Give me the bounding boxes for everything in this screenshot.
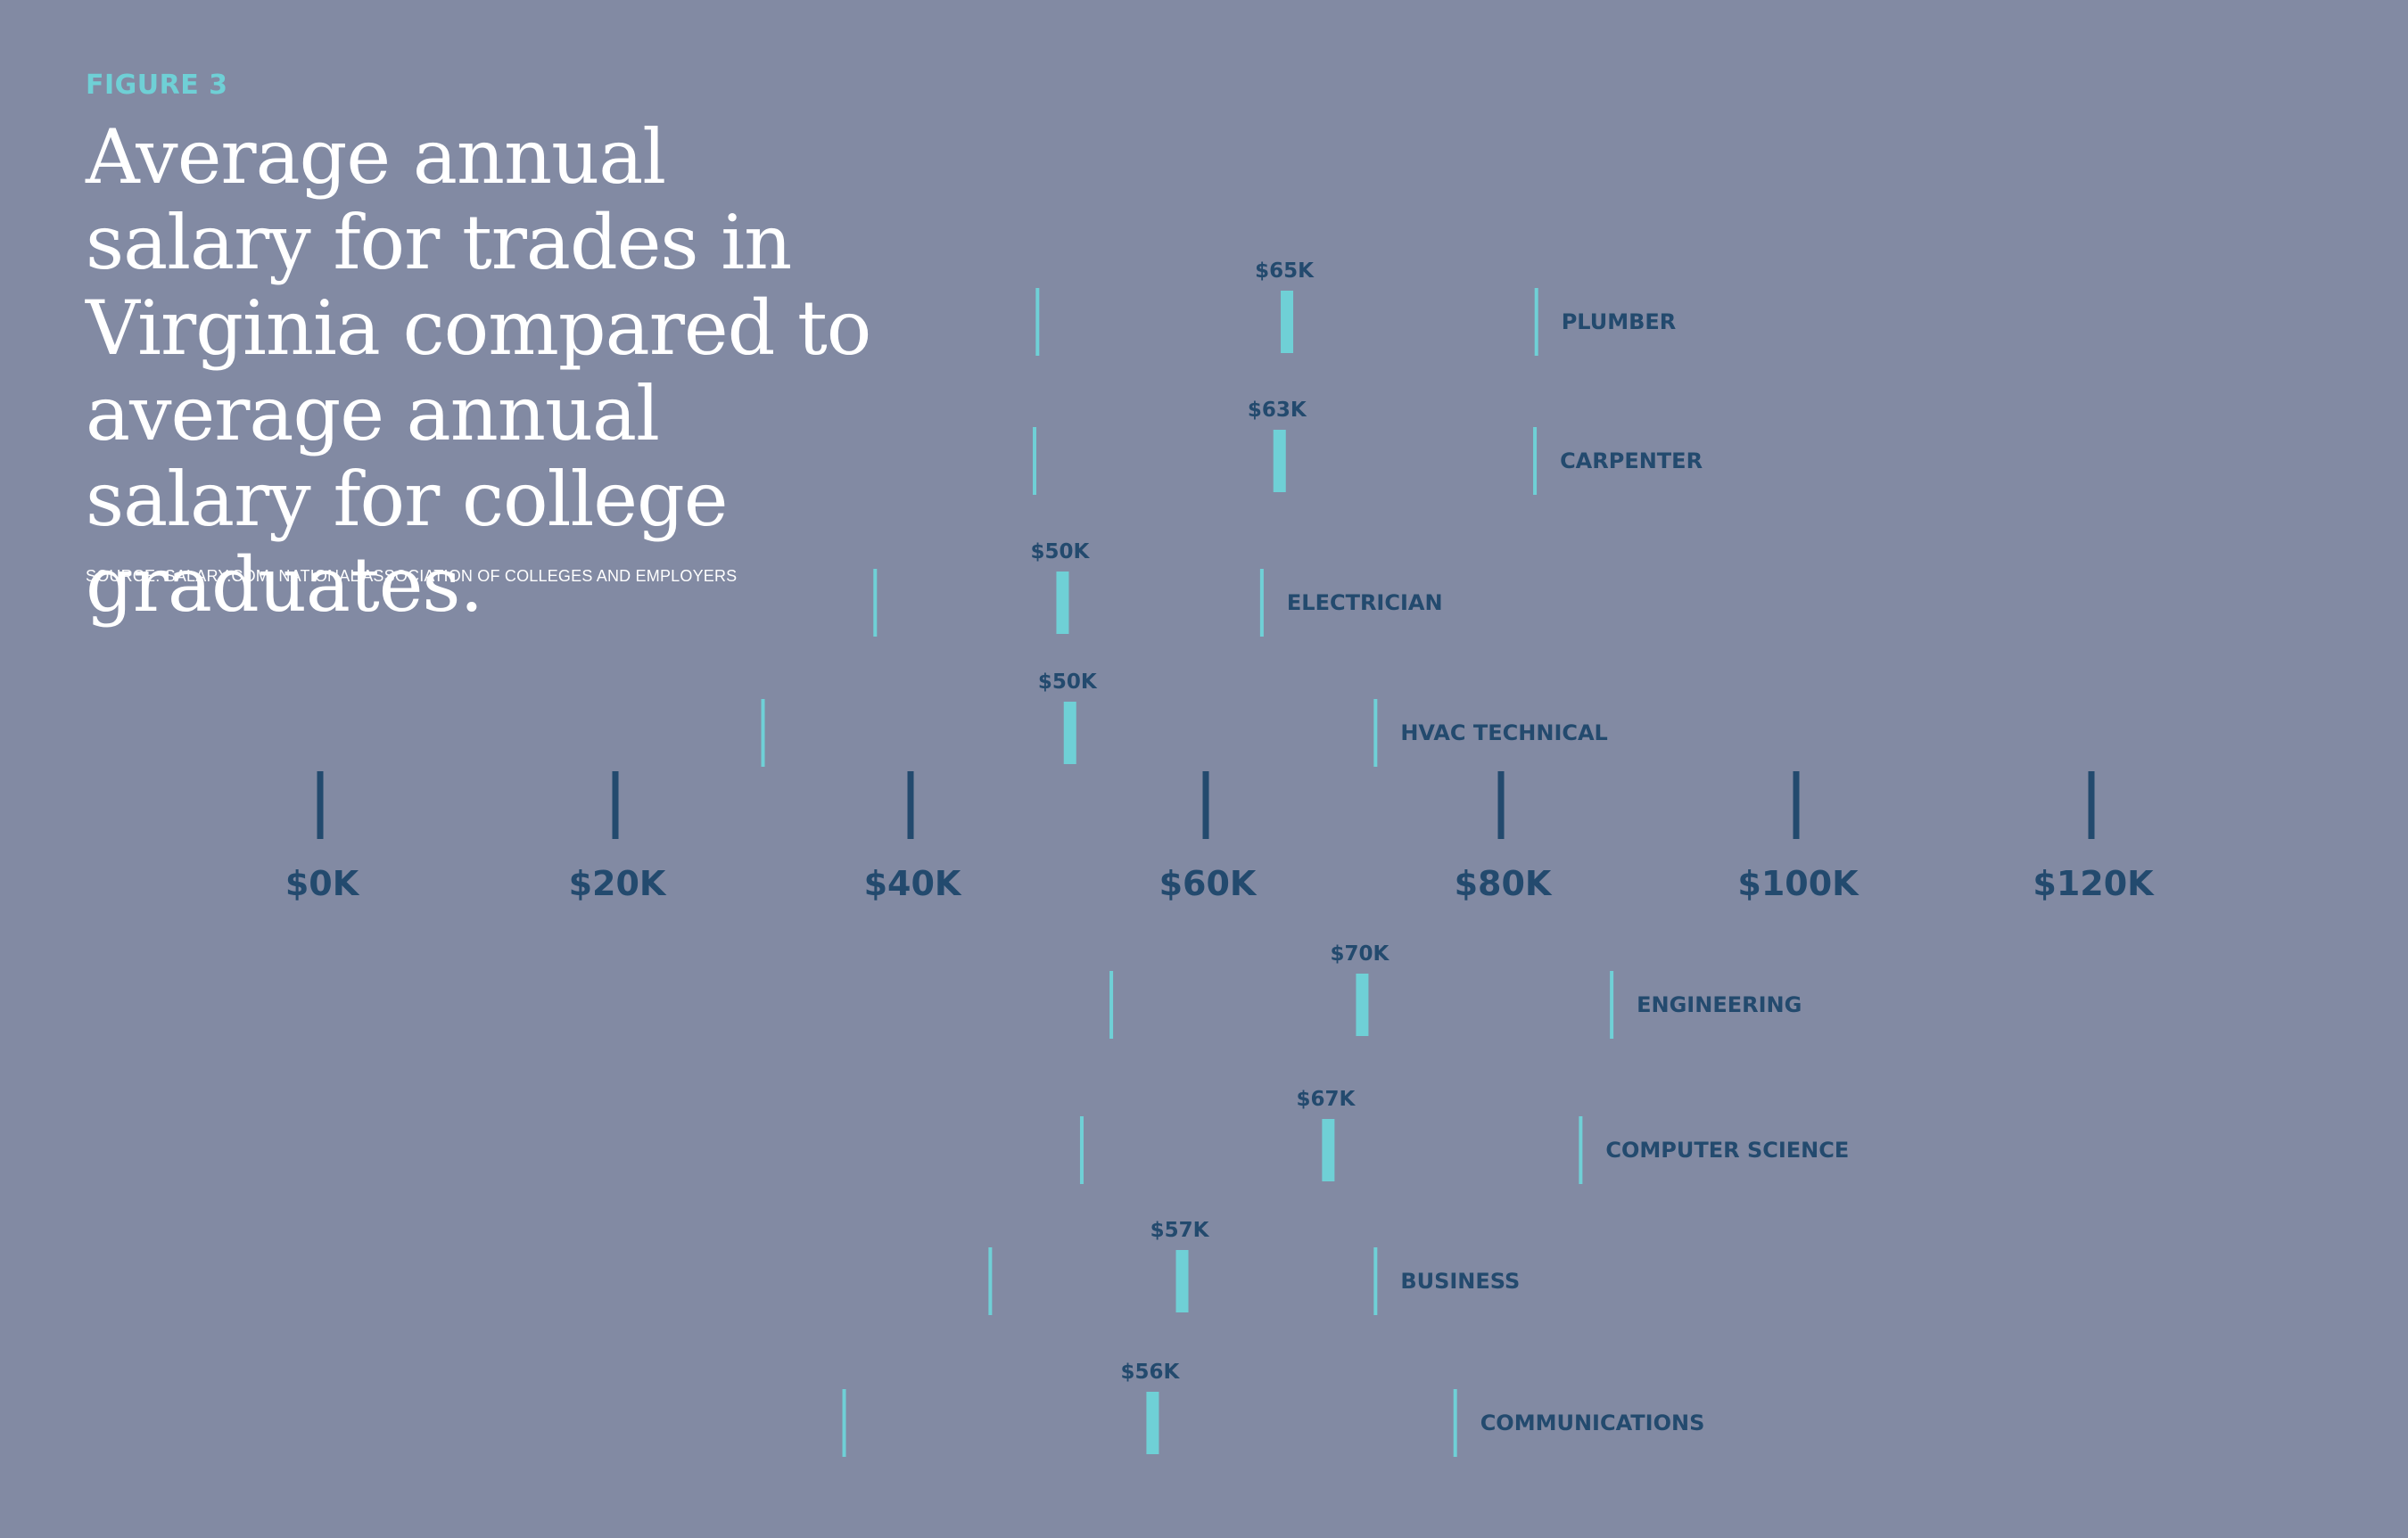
x-tick-label: $0K	[285, 864, 360, 903]
figure-label: FIGURE 3	[86, 70, 228, 101]
average-value-label: $57K	[1150, 1219, 1210, 1242]
average-marker	[1056, 572, 1069, 634]
chart-title: Average annual salary for trades in Virg…	[86, 113, 871, 629]
average-marker	[1175, 1250, 1189, 1312]
average-marker	[1146, 1392, 1159, 1454]
average-marker	[1273, 430, 1286, 492]
range-bar-hvac-technical: $50K HVAC TECHNICAL	[761, 670, 1608, 767]
category-label: CARPENTER	[1560, 448, 1703, 473]
category-label: ENGINEERING	[1637, 992, 1802, 1017]
average-value-label: $50K	[1038, 670, 1098, 694]
x-tick-label: $120K	[2033, 864, 2155, 903]
x-tick-label: $60K	[1159, 864, 1258, 903]
category-label: COMPUTER SCIENCE	[1605, 1138, 1849, 1163]
x-tick-label: $40K	[864, 864, 962, 903]
category-label: HVAC TECHNICAL	[1400, 720, 1608, 745]
range-bar-carpenter: $63K CARPENTER	[1033, 399, 1703, 495]
source-note: SOURCE: SALARY.COM; NATIONAL ASSOCIATION…	[86, 567, 738, 585]
average-value-label: $63K	[1248, 399, 1307, 422]
category-label: COMMUNICATIONS	[1480, 1411, 1705, 1435]
average-marker	[1322, 1119, 1335, 1181]
average-marker	[1281, 291, 1294, 353]
x-tick-label: $80K	[1455, 864, 1553, 903]
category-label: ELECTRICIAN	[1287, 590, 1443, 615]
range-bar-engineering: $70K ENGINEERING	[1109, 942, 1802, 1039]
average-value-label: $56K	[1120, 1361, 1180, 1384]
x-tick-label: $100K	[1737, 864, 1860, 903]
x-tick-label: $20K	[569, 864, 667, 903]
average-value-label: $50K	[1031, 540, 1091, 563]
range-bar-plumber: $65K PLUMBER	[1035, 259, 1677, 356]
range-bar-electrician: $50K ELECTRICIAN	[873, 540, 1443, 637]
category-label: PLUMBER	[1562, 309, 1677, 334]
average-value-label: $65K	[1255, 259, 1315, 283]
average-marker	[1063, 702, 1076, 764]
average-marker	[1356, 974, 1369, 1036]
range-bar-computer-science: $67K COMPUTER SCIENCE	[1079, 1088, 1849, 1184]
average-value-label: $67K	[1296, 1088, 1356, 1111]
average-value-label: $70K	[1331, 942, 1390, 966]
category-label: BUSINESS	[1400, 1269, 1520, 1294]
range-bar-business: $57K BUSINESS	[988, 1219, 1520, 1315]
range-bar-communications: $56K COMMUNICATIONS	[842, 1361, 1705, 1457]
